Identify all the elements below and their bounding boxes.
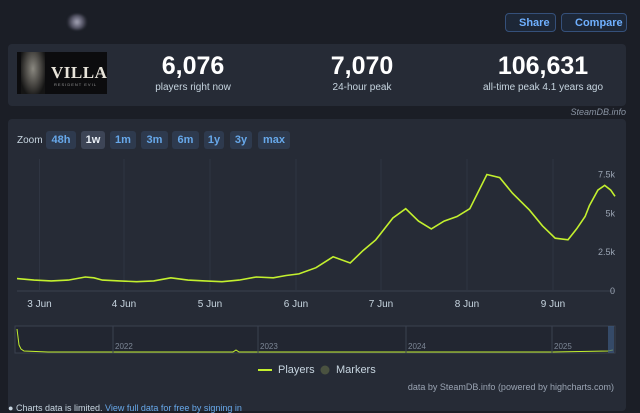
players-series-line	[16, 173, 616, 283]
navigator-year-label: 2024	[408, 342, 426, 351]
zoom-max-button[interactable]: max	[258, 131, 290, 149]
chart-panel: Zoom 48h 1w 1m 3m 6m 1y 3y max 3 Jun 4 Ju…	[8, 119, 626, 411]
x-tick-label: 5 Jun	[198, 299, 222, 310]
cover-subtitle: RESIDENT EVIL	[54, 82, 97, 87]
x-tick-label: 6 Jun	[284, 299, 308, 310]
stat-label: players right now	[155, 82, 231, 93]
steamdb-credit[interactable]: SteamDB.info	[570, 107, 626, 117]
zoom-1w-button[interactable]: 1w	[81, 131, 105, 149]
navigator-year-label: 2023	[260, 342, 278, 351]
legend-markers-label: Markers	[336, 364, 376, 376]
navigator-track	[14, 325, 616, 354]
stat-24h-peak: 7,070 24-hour peak	[300, 52, 424, 93]
zoom-1y-button[interactable]: 1y	[204, 131, 224, 149]
share-button[interactable]: Share	[505, 13, 556, 32]
cover-title: VILLAGE	[51, 63, 107, 82]
navigator-series-line	[16, 328, 614, 353]
zoom-48h-button[interactable]: 48h	[46, 131, 76, 149]
x-tick-label: 9 Jun	[541, 299, 565, 310]
x-tick-label: 8 Jun	[455, 299, 479, 310]
circle-marker-icon	[320, 365, 330, 375]
x-tick-label: 3 Jun	[27, 299, 51, 310]
stat-label: 24-hour peak	[332, 82, 392, 93]
stat-label: all-time peak 4.1 years ago	[482, 82, 604, 93]
x-axis-ticks: 3 Jun 4 Jun 5 Jun 6 Jun 7 Jun 8 Jun 9 Jun	[27, 299, 565, 310]
compare-button[interactable]: Compare	[561, 13, 627, 32]
footer-note: ● Charts data is limited. View full data…	[8, 403, 242, 413]
game-cover-image[interactable]: VILLAGE RESIDENT EVIL	[17, 52, 107, 94]
zoom-3y-button[interactable]: 3y	[230, 131, 252, 149]
zoom-6m-button[interactable]: 6m	[172, 131, 199, 149]
stat-value: 106,631	[497, 52, 589, 80]
x-tick-label: 4 Jun	[112, 299, 136, 310]
navigator-year-label: 2025	[554, 342, 572, 351]
compare-label: Compare	[575, 16, 623, 29]
legend-players-label: Players	[278, 364, 315, 376]
legend-markers[interactable]: Markers	[320, 364, 376, 376]
stats-panel: VILLAGE RESIDENT EVIL 6,076 players righ…	[8, 44, 626, 106]
limited-data-text: Charts data is limited.	[15, 403, 103, 413]
zoom-3m-button[interactable]: 3m	[141, 131, 168, 149]
stat-value: 7,070	[330, 52, 394, 80]
stat-all-time-peak: 106,631 all-time peak 4.1 years ago	[460, 52, 626, 93]
legend-players[interactable]: Players	[258, 364, 315, 376]
y-tick-label: 7.5k	[598, 170, 616, 180]
y-axis-ticks: 0 2.5k 5k 7.5k	[598, 170, 616, 296]
sign-in-link[interactable]: View full data for free by signing in	[105, 403, 242, 413]
navigator-year-labels: 2022 2023 2024 2025	[112, 326, 572, 353]
y-tick-label: 0	[610, 286, 615, 296]
share-label: Share	[519, 16, 550, 29]
cover-portrait	[21, 52, 45, 94]
x-tick-label: 7 Jun	[369, 299, 393, 310]
blurred-avatar-icon	[66, 14, 88, 30]
stat-current-players: 6,076 players right now	[130, 52, 256, 93]
y-tick-label: 5k	[605, 208, 615, 218]
zoom-label: Zoom	[17, 135, 43, 146]
vertical-grid	[39, 159, 554, 291]
navigator[interactable]: 2022 2023 2024 2025	[14, 325, 616, 354]
top-bar: Share Compare	[0, 0, 640, 42]
stat-value: 6,076	[161, 52, 225, 80]
navigator-selection-handle[interactable]	[608, 326, 614, 353]
zoom-1m-button[interactable]: 1m	[110, 131, 136, 149]
y-tick-label: 2.5k	[598, 247, 616, 257]
line-swatch-icon	[258, 369, 272, 371]
navigator-year-label: 2022	[115, 342, 133, 351]
player-count-chart[interactable]: 3 Jun 4 Jun 5 Jun 6 Jun 7 Jun 8 Jun 9 Jun 0 2.5…	[8, 119, 626, 411]
chart-source-credit[interactable]: data by SteamDB.info (powered by highcha…	[407, 382, 614, 392]
info-icon: ●	[8, 403, 14, 413]
